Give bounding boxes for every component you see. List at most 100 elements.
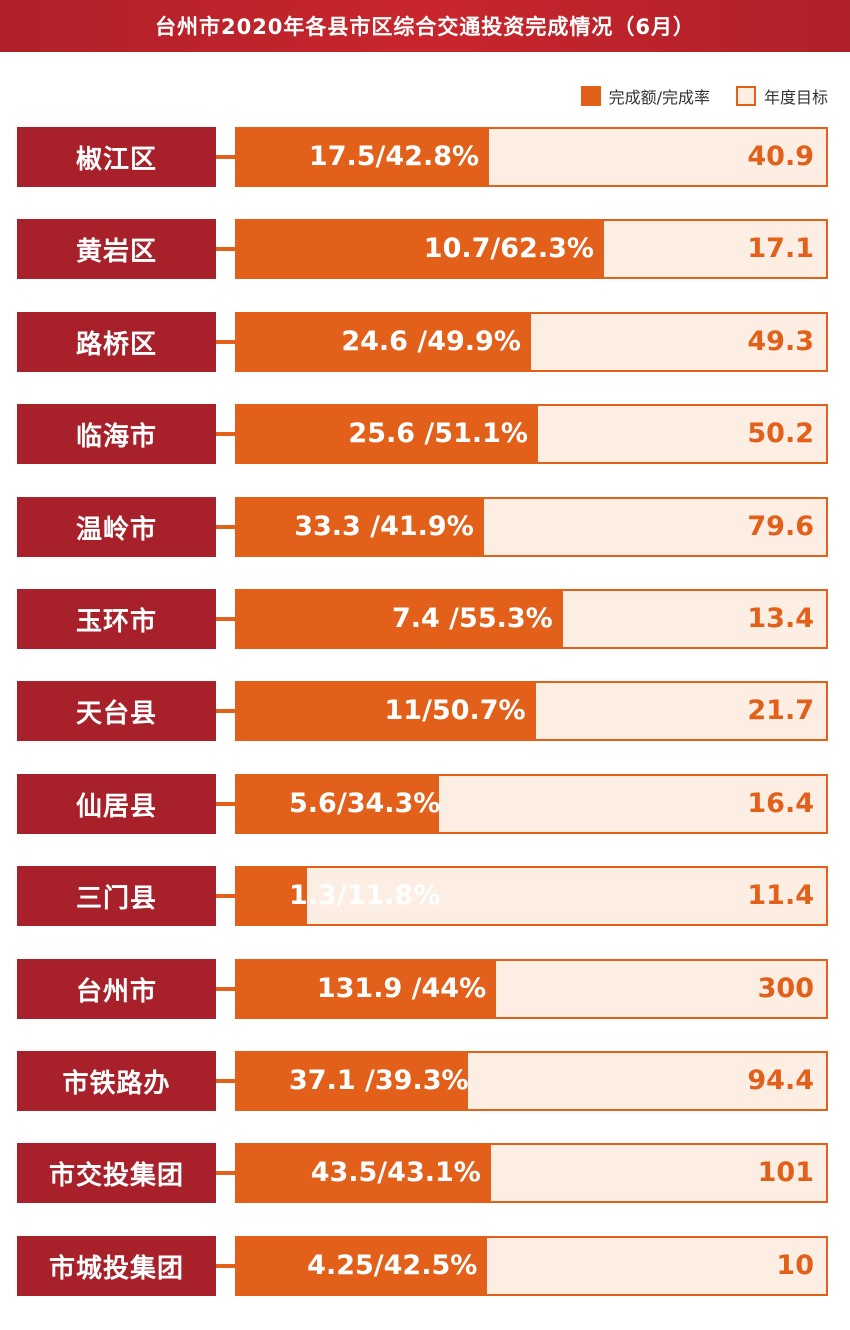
category-label: 市城投集团	[17, 1236, 216, 1296]
bar-row: 市铁路办 37.1 /39.3% 94.4	[0, 1051, 850, 1111]
completed-bar	[237, 1238, 488, 1294]
completed-bar	[237, 406, 538, 462]
connector-line	[216, 894, 236, 898]
completed-value-label: 43.5/43.1%	[310, 1157, 481, 1188]
connector-line	[216, 617, 236, 621]
target-bar: 25.6 /51.1% 50.2	[235, 404, 828, 464]
legend-label-target: 年度目标	[763, 88, 828, 107]
completed-bar	[237, 591, 563, 647]
connector-line	[216, 525, 236, 529]
completed-bar	[237, 221, 604, 277]
completed-value-label: 7.4 /55.3%	[391, 603, 553, 634]
category-label: 市交投集团	[17, 1143, 216, 1203]
connector-line	[216, 1264, 236, 1268]
bar-row: 临海市 25.6 /51.1% 50.2	[0, 404, 850, 464]
connector-line	[216, 987, 236, 991]
completed-value-label: 1.3/11.8%	[289, 880, 441, 911]
target-value-label: 101	[757, 1157, 814, 1188]
target-value-label: 79.6	[747, 511, 814, 542]
category-label: 台州市	[17, 959, 216, 1019]
target-value-label: 16.4	[747, 788, 814, 819]
completed-value-label: 5.6/34.3%	[289, 788, 441, 819]
target-bar: 33.3 /41.9% 79.6	[235, 497, 828, 557]
target-value-label: 21.7	[747, 695, 814, 726]
target-value-label: 300	[757, 973, 814, 1004]
bar-row: 玉环市 7.4 /55.3% 13.4	[0, 589, 850, 649]
connector-line	[216, 709, 236, 713]
completed-bar	[237, 961, 497, 1017]
completed-value-label: 17.5/42.8%	[308, 141, 480, 172]
target-bar: 17.5/42.8% 40.9	[235, 127, 828, 187]
completed-value-label: 4.25/42.5%	[307, 1250, 478, 1281]
completed-bar	[237, 129, 490, 185]
bar-row: 黄岩区 10.7/62.3% 17.1	[0, 219, 850, 279]
chart-title: 台州市2020年各县市区综合交通投资完成情况（6月）	[154, 15, 696, 39]
legend-swatch-completed	[580, 86, 601, 106]
target-bar: 43.5/43.1% 101	[235, 1143, 828, 1203]
target-value-label: 49.3	[747, 326, 814, 357]
target-bar: 1.3/11.8% 11.4	[235, 866, 828, 926]
legend-label-completed: 完成额/完成率	[608, 88, 710, 107]
category-label: 黄岩区	[17, 219, 216, 279]
target-bar: 131.9 /44% 300	[235, 959, 828, 1019]
bar-row: 路桥区 24.6 /49.9% 49.3	[0, 312, 850, 372]
completed-value-label: 37.1 /39.3%	[289, 1065, 469, 1096]
connector-line	[216, 802, 236, 806]
category-label: 天台县	[17, 681, 216, 741]
bar-row: 温岭市 33.3 /41.9% 79.6	[0, 497, 850, 557]
legend: 完成额/完成率 年度目标	[555, 84, 828, 108]
target-value-label: 40.9	[747, 141, 814, 172]
completed-bar	[237, 499, 484, 555]
connector-line	[216, 432, 236, 436]
target-value-label: 50.2	[747, 418, 814, 449]
target-bar: 4.25/42.5% 10	[235, 1236, 828, 1296]
category-label: 临海市	[17, 404, 216, 464]
target-bar: 5.6/34.3% 16.4	[235, 774, 828, 834]
completed-bar	[237, 1145, 491, 1201]
completed-value-label: 25.6 /51.1%	[348, 418, 528, 449]
legend-item-completed: 完成额/完成率	[580, 84, 710, 108]
target-bar: 10.7/62.3% 17.1	[235, 219, 828, 279]
bar-row: 天台县 11/50.7% 21.7	[0, 681, 850, 741]
connector-line	[216, 340, 236, 344]
target-value-label: 10	[776, 1250, 814, 1281]
bar-row: 台州市 131.9 /44% 300	[0, 959, 850, 1019]
target-value-label: 17.1	[747, 233, 814, 264]
target-value-label: 11.4	[747, 880, 814, 911]
completed-value-label: 10.7/62.3%	[423, 233, 594, 264]
category-label: 三门县	[17, 866, 216, 926]
connector-line	[216, 155, 236, 159]
category-label: 路桥区	[17, 312, 216, 372]
category-label: 玉环市	[17, 589, 216, 649]
completed-bar	[237, 1053, 469, 1109]
category-label: 椒江区	[17, 127, 216, 187]
completed-bar	[237, 868, 307, 924]
completed-value-label: 24.6 /49.9%	[341, 326, 521, 357]
bar-row: 市交投集团 43.5/43.1% 101	[0, 1143, 850, 1203]
category-label: 市铁路办	[17, 1051, 216, 1111]
completed-value-label: 131.9 /44%	[316, 973, 487, 1004]
connector-line	[216, 1079, 236, 1083]
target-bar: 24.6 /49.9% 49.3	[235, 312, 828, 372]
bar-row: 三门县 1.3/11.8% 11.4	[0, 866, 850, 926]
target-value-label: 94.4	[747, 1065, 814, 1096]
target-bar: 11/50.7% 21.7	[235, 681, 828, 741]
chart-title-bar: 台州市2020年各县市区综合交通投资完成情况（6月）	[0, 0, 850, 52]
completed-bar	[237, 683, 536, 739]
bar-row: 椒江区 17.5/42.8% 40.9	[0, 127, 850, 187]
bar-row: 仙居县 5.6/34.3% 16.4	[0, 774, 850, 834]
target-bar: 37.1 /39.3% 94.4	[235, 1051, 828, 1111]
completed-value-label: 33.3 /41.9%	[294, 511, 474, 542]
completed-bar	[237, 776, 440, 832]
connector-line	[216, 1171, 236, 1175]
completed-value-label: 11/50.7%	[384, 695, 526, 726]
bar-row: 市城投集团 4.25/42.5% 10	[0, 1236, 850, 1296]
connector-line	[216, 247, 236, 251]
category-label: 温岭市	[17, 497, 216, 557]
legend-item-target: 年度目标	[735, 84, 828, 108]
category-label: 仙居县	[17, 774, 216, 834]
legend-swatch-target	[735, 86, 756, 106]
completed-bar	[237, 314, 531, 370]
target-bar: 7.4 /55.3% 13.4	[235, 589, 828, 649]
